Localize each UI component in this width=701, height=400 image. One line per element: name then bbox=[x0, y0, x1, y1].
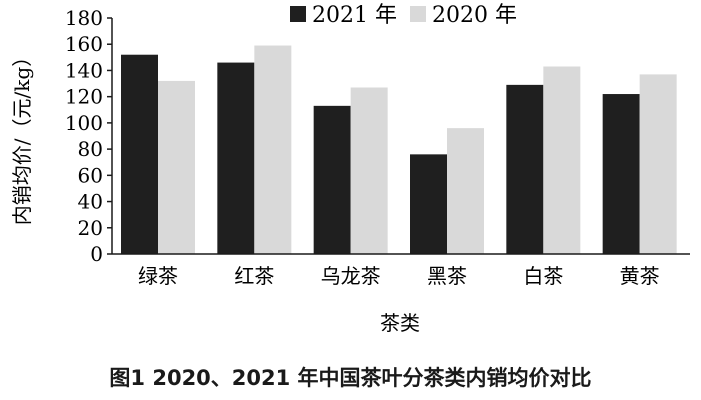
bar-series-1 bbox=[506, 84, 544, 254]
x-tick-label: 白茶 bbox=[523, 264, 563, 288]
legend-label: 2021 年 bbox=[312, 3, 397, 28]
x-tick-label: 乌龙茶 bbox=[321, 264, 381, 288]
bar-series-1 bbox=[217, 62, 255, 255]
bar-series-1 bbox=[410, 154, 447, 254]
bar-series-1 bbox=[121, 54, 158, 254]
legend-label: 2020 年 bbox=[432, 3, 517, 28]
bar-series-2 bbox=[447, 128, 484, 254]
bar-series-2 bbox=[350, 87, 388, 254]
y-tick-label: 140 bbox=[65, 58, 103, 82]
legend-swatch bbox=[290, 6, 306, 22]
bar-series-1 bbox=[313, 105, 351, 254]
x-tick-label: 红茶 bbox=[234, 264, 274, 288]
y-tick-label: 60 bbox=[78, 163, 103, 187]
bar-series-2 bbox=[543, 66, 581, 254]
y-tick-label: 100 bbox=[65, 111, 103, 135]
bar-series-2 bbox=[639, 74, 677, 254]
x-tick-label: 黄茶 bbox=[620, 264, 660, 288]
x-axis-tick-labels: 绿茶 红茶 乌龙茶 黑茶 白茶 黄茶 bbox=[138, 264, 660, 288]
x-axis-label: 茶类 bbox=[380, 311, 420, 335]
y-tick-label: 40 bbox=[78, 190, 103, 214]
legend: 2021 年 2020 年 bbox=[290, 3, 517, 28]
x-tick-label: 黑茶 bbox=[427, 264, 467, 288]
y-tick-label: 160 bbox=[65, 32, 103, 56]
bars bbox=[121, 45, 677, 255]
bar-series-1 bbox=[602, 94, 640, 255]
y-tick-label: 0 bbox=[90, 242, 103, 266]
y-tick-label: 120 bbox=[65, 85, 103, 109]
y-tick-label: 80 bbox=[78, 137, 103, 161]
y-axis-label: 内销均价/（元/kg） bbox=[10, 47, 34, 225]
x-tick-label: 绿茶 bbox=[138, 264, 178, 288]
bar-series-2 bbox=[158, 80, 195, 254]
legend-swatch bbox=[410, 6, 426, 22]
y-tick-label: 180 bbox=[65, 6, 103, 30]
y-tick-label: 20 bbox=[78, 216, 103, 240]
bar-series-2 bbox=[254, 45, 292, 255]
figure-caption: 图1 2020、2021 年中国茶叶分茶类内销均价对比 bbox=[109, 366, 592, 390]
